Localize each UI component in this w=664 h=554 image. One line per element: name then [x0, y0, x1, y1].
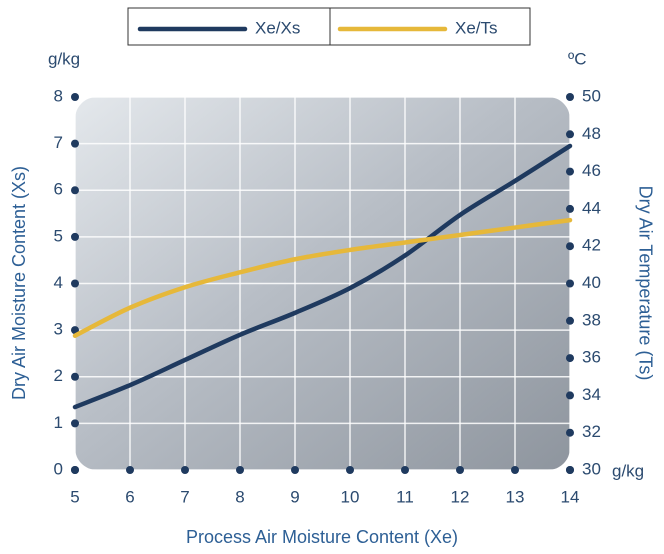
y-tick-dot [71, 186, 79, 194]
x-tick-label: 8 [235, 487, 244, 506]
y2-tick-dot [566, 280, 574, 288]
y-tick-label: 7 [54, 133, 63, 152]
x-tick-label: 14 [561, 487, 580, 506]
y-tick-dot [71, 93, 79, 101]
y-axis-title: Dry Air Moisture Content (Xs) [9, 166, 29, 400]
x-axis-title: Process Air Moisture Content (Xe) [186, 527, 458, 547]
x-tick-dot [291, 466, 299, 474]
x-tick-label: 5 [70, 487, 79, 506]
y2-tick-label: 50 [582, 86, 601, 105]
legend-label: Xe/Ts [455, 18, 498, 37]
legend-label: Xe/Xs [255, 18, 300, 37]
y2-tick-label: 32 [582, 422, 601, 441]
y-tick-dot [71, 466, 79, 474]
y2-tick-label: 46 [582, 161, 601, 180]
y2-tick-dot [566, 168, 574, 176]
y-tick-label: 2 [54, 366, 63, 385]
y2-tick-dot [566, 466, 574, 474]
y-tick-dot [71, 419, 79, 427]
y-tick-dot [71, 140, 79, 148]
x-tick-dot [511, 466, 519, 474]
y2-tick-dot [566, 429, 574, 437]
y2-tick-label: 42 [582, 236, 601, 255]
chart: g/kg ºC g/kg Process Air Moisture Conten… [0, 0, 664, 554]
y2-tick-label: 44 [582, 198, 601, 217]
x-tick-dot [181, 466, 189, 474]
x-tick-dot [456, 466, 464, 474]
x-tick-label: 10 [341, 487, 360, 506]
y-tick-label: 6 [54, 180, 63, 199]
y2-tick-dot [566, 354, 574, 362]
y2-tick-dot [566, 93, 574, 101]
y-tick-label: 5 [54, 226, 63, 245]
y-tick-dot [71, 373, 79, 381]
y-tick-label: 1 [54, 413, 63, 432]
y2-tick-dot [566, 317, 574, 325]
y2-tick-label: 30 [582, 459, 601, 478]
x-tick-label: 6 [125, 487, 134, 506]
y-tick-label: 4 [54, 273, 63, 292]
x-tick-dot [346, 466, 354, 474]
y-tick-label: 3 [54, 320, 63, 339]
y-unit: g/kg [48, 49, 80, 68]
x-tick-dot [401, 466, 409, 474]
y2-tick-dot [566, 242, 574, 250]
y2-tick-dot [566, 130, 574, 138]
x-tick-label: 11 [396, 487, 414, 506]
x-tick-dot [236, 466, 244, 474]
y2-axis-title: Dry Air Temperature (Ts) [635, 186, 655, 381]
x-tick-label: 9 [290, 487, 299, 506]
y2-tick-dot [566, 391, 574, 399]
y2-tick-label: 38 [582, 310, 601, 329]
x-unit: g/kg [612, 461, 644, 480]
y2-tick-dot [566, 205, 574, 213]
y2-tick-label: 34 [582, 385, 601, 404]
y2-tick-label: 36 [582, 348, 601, 367]
y-tick-dot [71, 280, 79, 288]
y-tick-label: 8 [54, 86, 63, 105]
y-tick-dot [71, 233, 79, 241]
y2-tick-label: 40 [582, 273, 601, 292]
x-tick-dot [126, 466, 134, 474]
y2-tick-label: 48 [582, 124, 601, 143]
y2-unit: ºC [568, 49, 587, 68]
x-tick-label: 7 [180, 487, 189, 506]
y-tick-label: 0 [54, 459, 63, 478]
x-tick-label: 12 [451, 487, 470, 506]
x-tick-label: 13 [506, 487, 525, 506]
